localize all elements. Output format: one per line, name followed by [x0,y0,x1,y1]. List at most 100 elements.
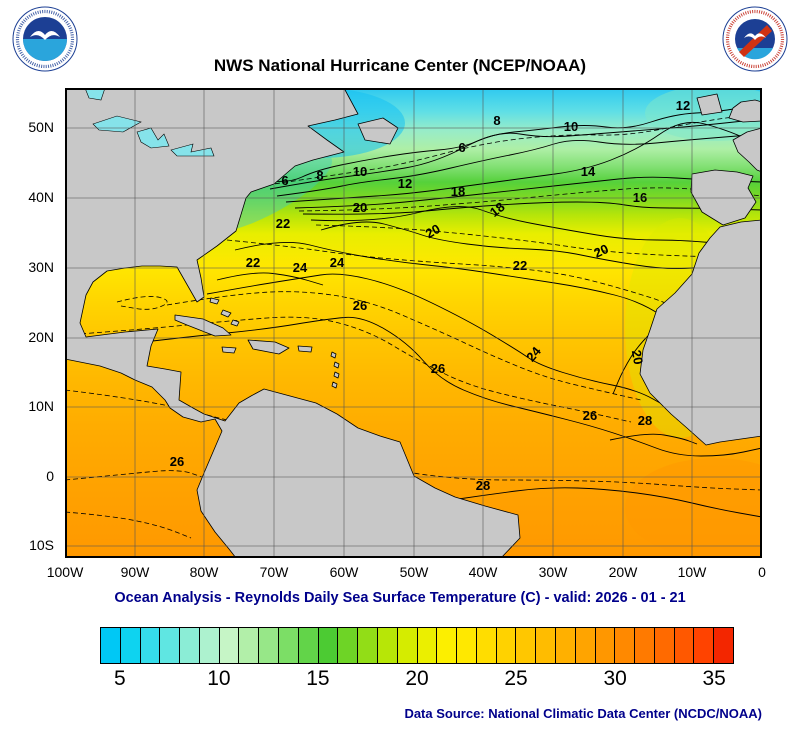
colorbar-cell [140,628,161,663]
x-axis-label: 90W [120,564,150,580]
colorbar-tick-label: 30 [603,667,627,690]
x-axis-label: 60W [329,564,359,580]
x-axis-label: 40W [468,564,498,580]
contour-line-8 [269,118,763,190]
colorbar-cell [417,628,438,663]
contour-label: 24 [293,260,308,275]
y-axis-label: 30N [28,259,54,275]
contour-label: 28 [638,413,652,428]
colorbar-cell [101,628,121,663]
colorbar-tick-label: 5 [113,667,126,690]
contour-label: 12 [676,98,690,113]
land-lesser-antilles [330,351,340,389]
colorbar-cell [714,628,733,663]
colorbar-cell [555,628,576,663]
x-axis-label: 80W [189,564,219,580]
noaa-seagull-icon [30,30,60,40]
contour-label: 26 [583,408,597,423]
colorbar-cell [575,628,596,663]
colorbar-cell [397,628,418,663]
contour-label: 18 [451,184,465,199]
colorbar-cell [259,628,280,663]
contour-line-24 [206,273,670,409]
contour-line-14 [294,176,763,209]
data-source-note: Data Source: National Climatic Data Cent… [404,706,762,721]
contour-label: 20 [591,241,610,261]
contour-line-23 [166,291,642,401]
contour-label: 8 [493,113,500,128]
land-hispaniola [247,339,290,355]
colorbar-cell [358,628,378,663]
contour-label: 22 [513,258,527,273]
colorbar-cell [595,628,616,663]
contour-line-7 [266,112,763,186]
colorbar-cell [318,628,339,663]
contour-line-28 [609,433,698,445]
lake-huron-michigan [136,127,170,149]
contour-layer [64,103,763,539]
map-caption: Ocean Analysis - Reynolds Daily Sea Surf… [114,590,686,606]
map-frame: 6 8 10 12 6 8 10 12 14 16 18 18 20 20 20 22 22 22 24 24 24 20… [64,85,800,559]
colorbar-tick-label: 35 [702,667,726,690]
colorbar-tick-label: 15 [306,667,330,690]
noaa-logo-sea [23,39,67,61]
noaa-logo-ring-text [15,9,75,69]
colorbar-tick-label: 25 [504,667,528,690]
y-axis-label: 20N [28,329,54,345]
colorbar-cell [239,628,260,663]
contour-line-12 [285,121,763,203]
land-puerto-rico [297,345,313,353]
colorbar-tick-labels: 5 10 15 20 25 30 35 [100,667,734,693]
land-britain [728,99,763,123]
x-axis: 100W 90W 80W 70W 60W 50W 40W 30W 20W 10W 0 [47,564,766,584]
colorbar-cell [160,628,181,663]
colorbar-cell [654,628,675,663]
colorbar-cell [674,628,695,663]
land-africa [639,219,763,446]
land-bahamas [209,297,240,327]
y-axis-label: 10N [28,398,54,414]
colorbar-cell [199,628,220,663]
contour-label: 6 [458,140,465,155]
land-cuba [174,314,232,337]
land-ireland [696,93,723,116]
x-axis-label: 20W [608,564,638,580]
colorbar-cell [476,628,497,663]
contour-line-27 [64,511,192,539]
nws-logo: National Weather Service [722,6,788,72]
contour-label: 8 [316,168,323,183]
contour-label: 12 [398,176,412,191]
y-axis-label: 0 [46,468,54,484]
nws-logo-red-band [739,25,772,57]
contour-label: 20 [629,349,646,366]
y-axis-label: 10S [29,537,54,553]
colorbar-cell [338,628,359,663]
contour-label: 6 [281,173,288,188]
contour-label: 26 [170,454,184,469]
contour-line-18 [310,206,763,249]
land-masses [64,87,763,559]
contour-label: 26 [431,361,445,376]
colorbar-cell [279,628,299,663]
colorbar-cell [536,628,556,663]
colorbar-cell [180,628,200,663]
y-axis: 50N 40N 30N 20N 10N 0 10S [0,88,60,558]
contour-label: 26 [353,298,367,313]
x-axis-label: 30W [538,564,568,580]
contour-line-21 [226,239,722,407]
contour-line-25 [116,296,168,310]
x-axis-label: 100W [46,564,84,580]
page-title: NWS National Hurricane Center (NCEP/NOAA… [213,56,587,75]
x-axis-label: 10W [677,564,707,580]
colorbar-cell [694,628,715,663]
grid-layer [65,88,762,558]
nws-seagull-icon [744,33,766,40]
colorbar-tick-label: 10 [207,667,231,690]
noaa-logo: NOAA - National Oceanic and Atmospheric … [12,6,78,72]
lake-erie-ontario [170,143,215,157]
colorbar-cell [496,628,517,663]
land-newfoundland [357,117,399,145]
